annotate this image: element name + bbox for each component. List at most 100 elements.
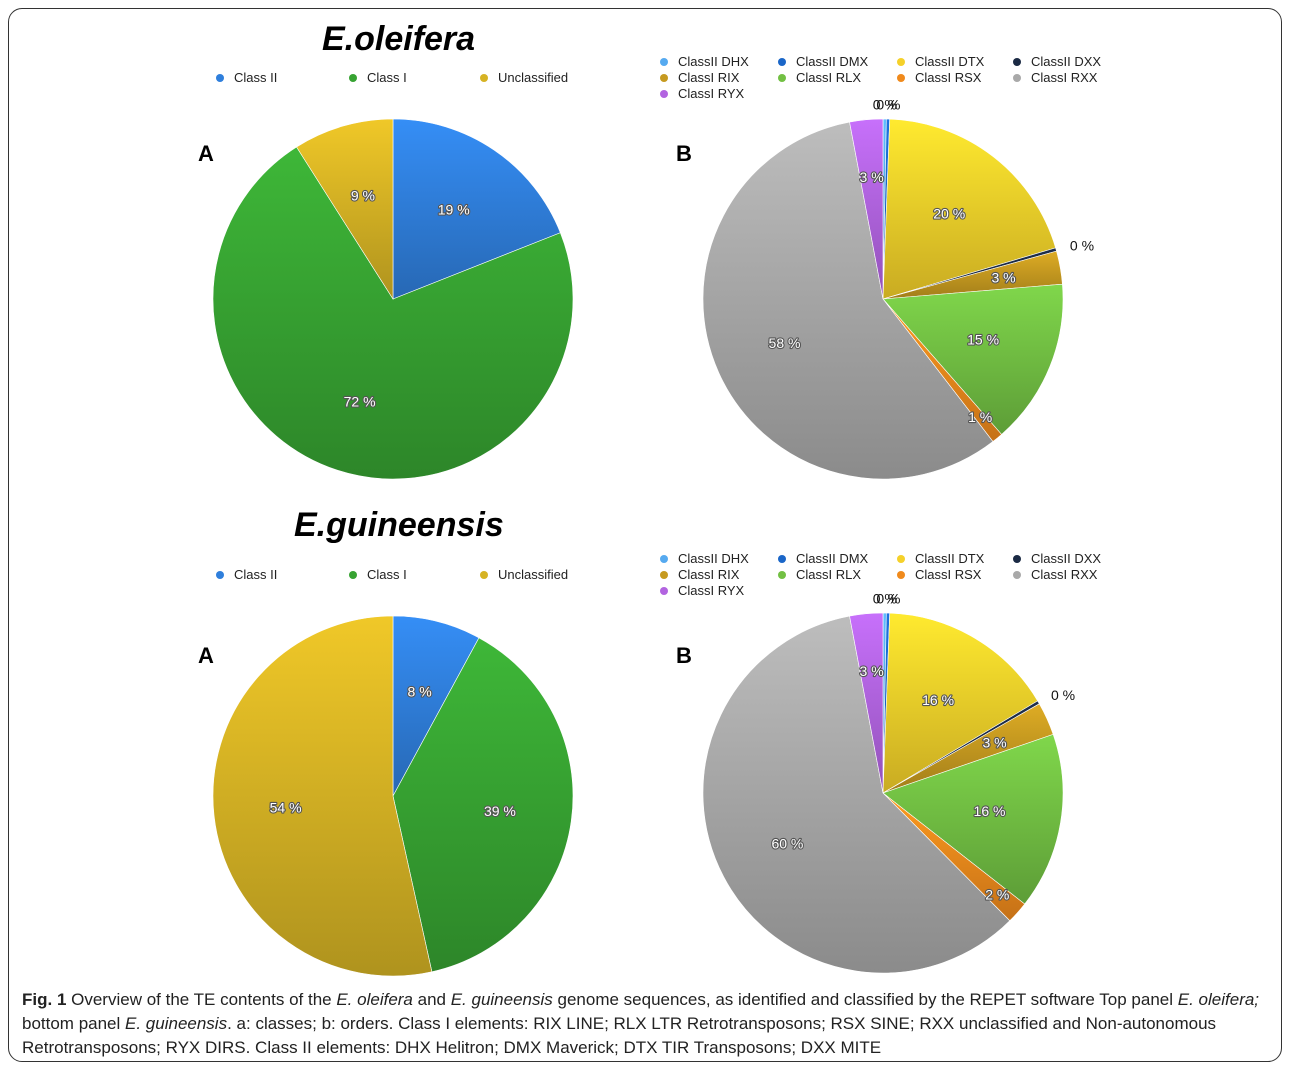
legend-item: ClassI RSX xyxy=(897,70,981,85)
legend-item: ClassII DMX xyxy=(778,54,868,69)
legend-item: ClassI RSX xyxy=(897,567,981,582)
panel-letter-b-bottom: B xyxy=(676,643,692,668)
legend-swatch xyxy=(778,555,786,563)
pie-data-label: 3 % xyxy=(991,270,1015,286)
legend-item: ClassII DTX xyxy=(897,54,984,69)
pie-data-label: 0 % xyxy=(873,97,897,113)
legend-swatch xyxy=(660,58,668,66)
pie-data-label: 19 % xyxy=(438,202,470,218)
pie-slice-class-i xyxy=(212,146,574,480)
legend-item: ClassI RIX xyxy=(660,567,739,582)
pie-data-label: 0 % xyxy=(1051,687,1075,703)
legend-item: ClassII DHX xyxy=(660,551,749,566)
pie-slice-unclassified xyxy=(296,118,394,301)
legend-label: ClassII DTX xyxy=(915,551,985,566)
legend-swatch xyxy=(660,571,668,579)
legend-item: ClassII DXX xyxy=(1013,54,1101,69)
caption-run: genome sequences, as identified and clas… xyxy=(552,990,1178,1009)
legend-label: ClassI RYX xyxy=(678,583,745,598)
legend-label: Class II xyxy=(234,567,278,582)
panel-title-bottom: E.guineensis xyxy=(294,506,504,544)
legend-label: ClassII DMX xyxy=(796,54,869,69)
pie-data-label: 0 % xyxy=(873,591,897,607)
legend-swatch xyxy=(897,555,905,563)
panel-letter-a-top: A xyxy=(198,141,214,166)
caption-run: . a: classes; b: orders. Class I element… xyxy=(22,1014,1217,1057)
legend-swatch xyxy=(480,74,488,82)
pie-data-label: 3 % xyxy=(860,169,884,185)
legend-swatch xyxy=(897,58,905,66)
legend-label: Unclassified xyxy=(498,567,569,582)
legend-swatch xyxy=(1013,571,1021,579)
caption-run: E. guineensis xyxy=(450,990,553,1009)
legend-item: ClassII DXX xyxy=(1013,551,1101,566)
pie-data-label: 39 % xyxy=(484,803,516,819)
panel-title-top: E.oleifera xyxy=(322,20,476,58)
legend-item: Class II xyxy=(216,70,277,85)
legend-item: ClassII DHX xyxy=(660,54,749,69)
pie-slice-classii-dtx xyxy=(882,612,1039,794)
legend-item: ClassI RLX xyxy=(778,70,861,85)
pie-slice-class-i xyxy=(392,637,574,973)
legend-swatch xyxy=(660,74,668,82)
figure-caption: Fig. 1 Overview of the TE contents of th… xyxy=(22,988,1272,1060)
pie-data-label: 0 % xyxy=(876,97,900,113)
pie-slice-class-ii xyxy=(392,615,480,797)
legend-label: ClassII DXX xyxy=(1031,54,1102,69)
legend-swatch xyxy=(1013,555,1021,563)
pie-slice-classi-rxx xyxy=(702,615,1011,974)
pie-data-label: 60 % xyxy=(771,835,803,851)
legend-swatch xyxy=(778,571,786,579)
legend-swatch xyxy=(349,74,357,82)
legend-swatch xyxy=(216,571,224,579)
legend-swatch xyxy=(1013,58,1021,66)
legend-swatch xyxy=(778,58,786,66)
legend-item: ClassI RXX xyxy=(1013,567,1097,582)
pie-data-label: 0 % xyxy=(876,591,900,607)
pie-data-label: 58 % xyxy=(769,335,801,351)
legend-item: ClassII DMX xyxy=(778,551,868,566)
legend-label: ClassI RIX xyxy=(678,567,740,582)
pie-slice-classii-dtx xyxy=(882,118,1056,300)
pie-data-label: 2 % xyxy=(985,887,1009,903)
pie-slice-classi-ryx xyxy=(849,612,884,794)
legend-swatch xyxy=(349,571,357,579)
legend-item: ClassI RIX xyxy=(660,70,739,85)
pie-slice-unclassified xyxy=(212,615,433,977)
legend-label: ClassI RLX xyxy=(796,70,862,85)
pie-data-label: 8 % xyxy=(408,683,432,699)
pie-data-label: 3 % xyxy=(982,735,1006,751)
legend-label: Class I xyxy=(367,70,407,85)
pie-data-label: 72 % xyxy=(344,394,376,410)
caption-run: Overview of the TE contents of the xyxy=(66,990,337,1009)
legend-item: ClassI RXX xyxy=(1013,70,1097,85)
legend-label: ClassII DMX xyxy=(796,551,869,566)
legend-label: ClassII DXX xyxy=(1031,551,1102,566)
legend-item: Unclassified xyxy=(480,567,568,582)
legend-label: ClassI RXX xyxy=(1031,70,1098,85)
caption-run: E. oleifera xyxy=(336,990,413,1009)
pie-data-label: 54 % xyxy=(270,800,302,816)
pie-slice-classi-rxx xyxy=(702,121,994,480)
legend-item: ClassI RLX xyxy=(778,567,861,582)
legend-label: Class I xyxy=(367,567,407,582)
pie-slice-class-ii xyxy=(392,118,561,300)
legend-swatch xyxy=(660,587,668,595)
pie-data-label: 1 % xyxy=(968,409,992,425)
legend-label: ClassI RLX xyxy=(796,567,862,582)
legend-item: Class II xyxy=(216,567,277,582)
legend-label: ClassI RSX xyxy=(915,567,982,582)
pie-slice-classi-ryx xyxy=(849,118,884,300)
pie-slice-classi-rlx xyxy=(882,283,1064,435)
panel-letter-b-top: B xyxy=(676,141,692,166)
pie-slice-classi-rlx xyxy=(882,734,1064,905)
caption-run: E. guineensis xyxy=(125,1014,228,1033)
legend-label: ClassI RYX xyxy=(678,86,745,101)
legend-label: ClassI RXX xyxy=(1031,567,1098,582)
legend-item: ClassII DTX xyxy=(897,551,984,566)
legend-item: ClassI RYX xyxy=(660,86,744,101)
legend-item: Class I xyxy=(349,567,407,582)
pie-data-label: 0 % xyxy=(1070,238,1094,254)
